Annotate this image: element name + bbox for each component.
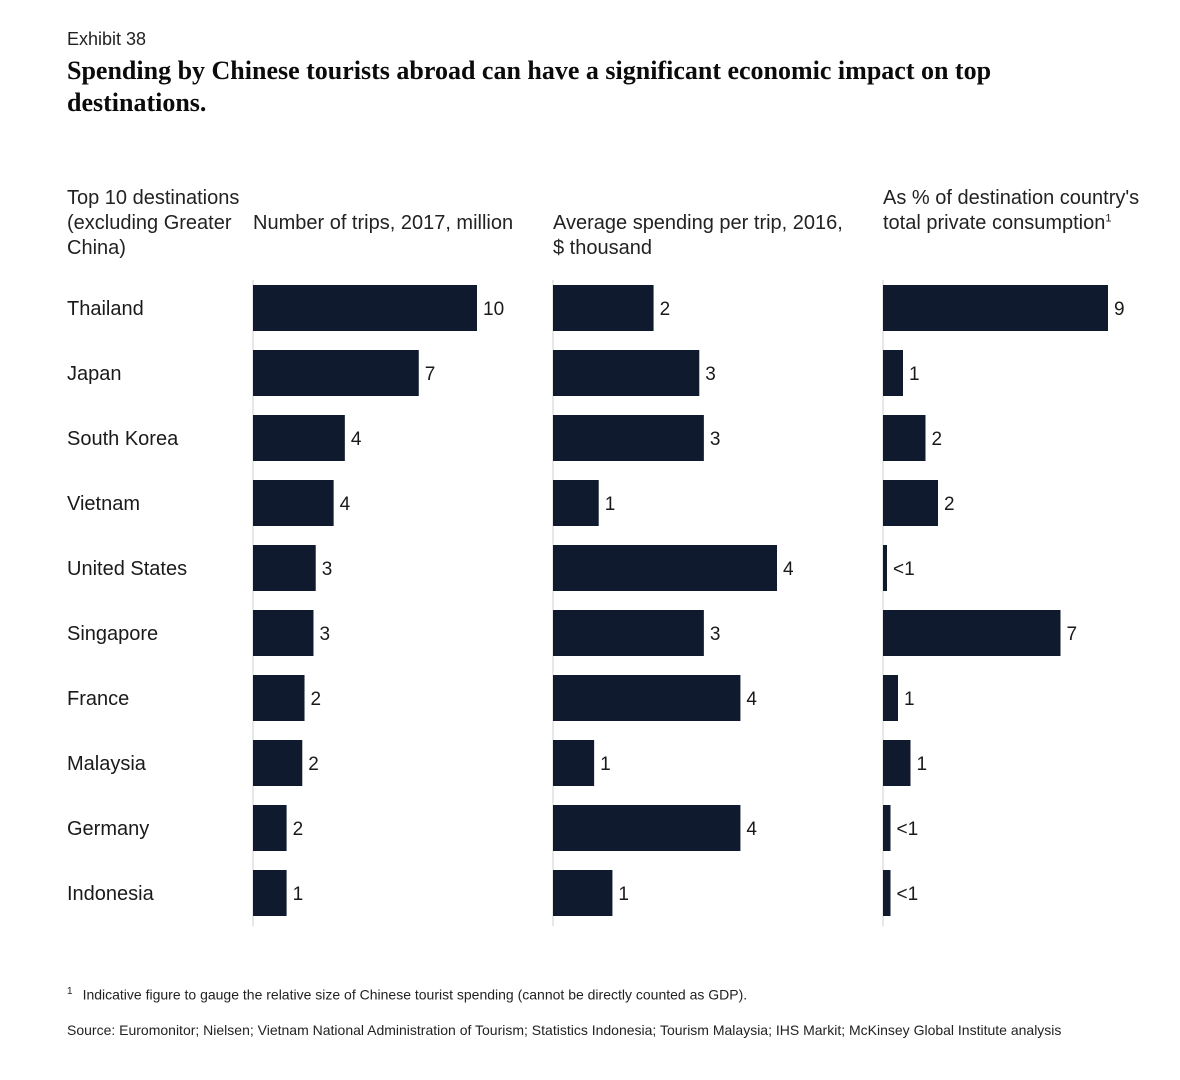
spending-bar [553,610,704,656]
share-data-label: 1 [909,364,920,385]
trips-data-label: 2 [293,819,304,840]
spending-data-label: 1 [605,494,616,515]
spending-bar [553,545,777,591]
trips-data-label: 2 [308,754,319,775]
spending-data-label: 4 [746,819,757,840]
trips-data-label: 3 [319,624,330,645]
category-label: Japan [67,363,122,385]
trips-bar [253,610,314,656]
share-bar [883,675,898,721]
share-data-label: 7 [1067,624,1078,645]
share-bar [883,545,887,591]
category-label: Singapore [67,623,158,645]
spending-bar [553,805,741,851]
trips-bar [253,285,477,331]
share-data-label: 2 [932,429,943,450]
footnote: 1 Indicative figure to gauge the relative… [67,986,747,1003]
category-label: South Korea [67,428,179,450]
category-label: Vietnam [67,493,140,515]
trips-data-label: 2 [311,689,322,710]
spending-data-label: 1 [618,884,629,905]
footnote-text: Indicative figure to gauge the relative … [82,986,748,1003]
share-bar [883,480,938,526]
destinations-column-header: Top 10 destinations (excluding Greater C… [67,187,240,259]
spending-data-label: 2 [660,299,671,320]
share-data-label: <1 [897,884,919,905]
category-label: Germany [67,818,149,840]
footnote-marker: 1 [1105,212,1112,225]
share-bar [883,415,926,461]
trips-data-label: 10 [483,299,504,320]
share-column-header-text: As % of destination country's total priv… [883,187,1140,234]
spending-bar [553,675,741,721]
share-bar [883,285,1108,331]
category-label: Malaysia [67,753,147,775]
trips-bar [253,740,303,786]
trips-data-label: 4 [340,494,351,515]
footnote-number: 1 [67,986,73,997]
spending-bar [553,285,654,331]
trips-data-label: 1 [293,884,304,905]
category-label: Thailand [67,298,144,320]
spending-data-label: 3 [710,429,721,450]
trips-column-header: Number of trips, 2017, million [253,212,514,234]
exhibit-label: Exhibit 38 [67,29,147,49]
trips-data-label: 3 [322,559,333,580]
spending-bar [553,480,599,526]
spending-column-header: Average spending per trip, 2016, $ thous… [553,212,843,259]
spending-data-label: 4 [746,689,757,710]
share-data-label: 1 [904,689,915,710]
spending-data-label: 3 [705,364,716,385]
source-note: Source: Euromonitor; Nielsen; Vietnam Na… [67,1022,1062,1038]
share-data-label: 1 [917,754,928,775]
spending-bar [553,870,613,916]
share-bar [883,805,891,851]
category-label: France [67,688,129,710]
share-bar [883,350,903,396]
share-data-label: <1 [893,559,915,580]
spending-data-label: 1 [600,754,611,775]
share-data-label: <1 [897,819,919,840]
spending-bar [553,415,704,461]
share-bar [883,740,911,786]
spending-bar [553,350,700,396]
chart-title: Spending by Chinese tourists abroad can … [67,56,992,117]
share-bar [883,610,1061,656]
trips-data-label: 4 [351,429,362,450]
trips-bar [253,870,287,916]
trips-bar [253,415,345,461]
spending-bar [553,740,595,786]
trips-bar [253,545,316,591]
trips-bar [253,805,287,851]
share-data-label: 9 [1114,299,1125,320]
spending-data-label: 3 [710,624,721,645]
trips-bar [253,350,419,396]
share-bar [883,870,891,916]
spending-data-label: 4 [783,559,794,580]
trips-bar [253,480,334,526]
category-label: Indonesia [67,883,155,905]
trips-bar [253,675,305,721]
share-column-header: As % of destination country's total priv… [883,186,1143,236]
share-data-label: 2 [944,494,955,515]
category-label: United States [67,558,187,580]
trips-data-label: 7 [425,364,436,385]
